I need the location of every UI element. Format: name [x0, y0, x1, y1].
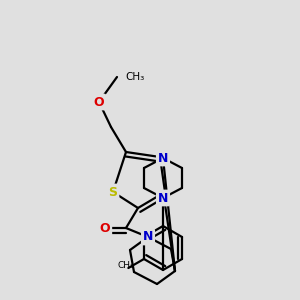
Text: O: O [100, 221, 110, 235]
Text: N: N [158, 191, 168, 205]
Text: CH₃: CH₃ [125, 72, 144, 82]
Text: O: O [94, 95, 104, 109]
Text: S: S [109, 185, 118, 199]
Text: CH₃: CH₃ [117, 260, 134, 269]
Text: N: N [158, 152, 168, 164]
Text: N: N [143, 230, 153, 244]
